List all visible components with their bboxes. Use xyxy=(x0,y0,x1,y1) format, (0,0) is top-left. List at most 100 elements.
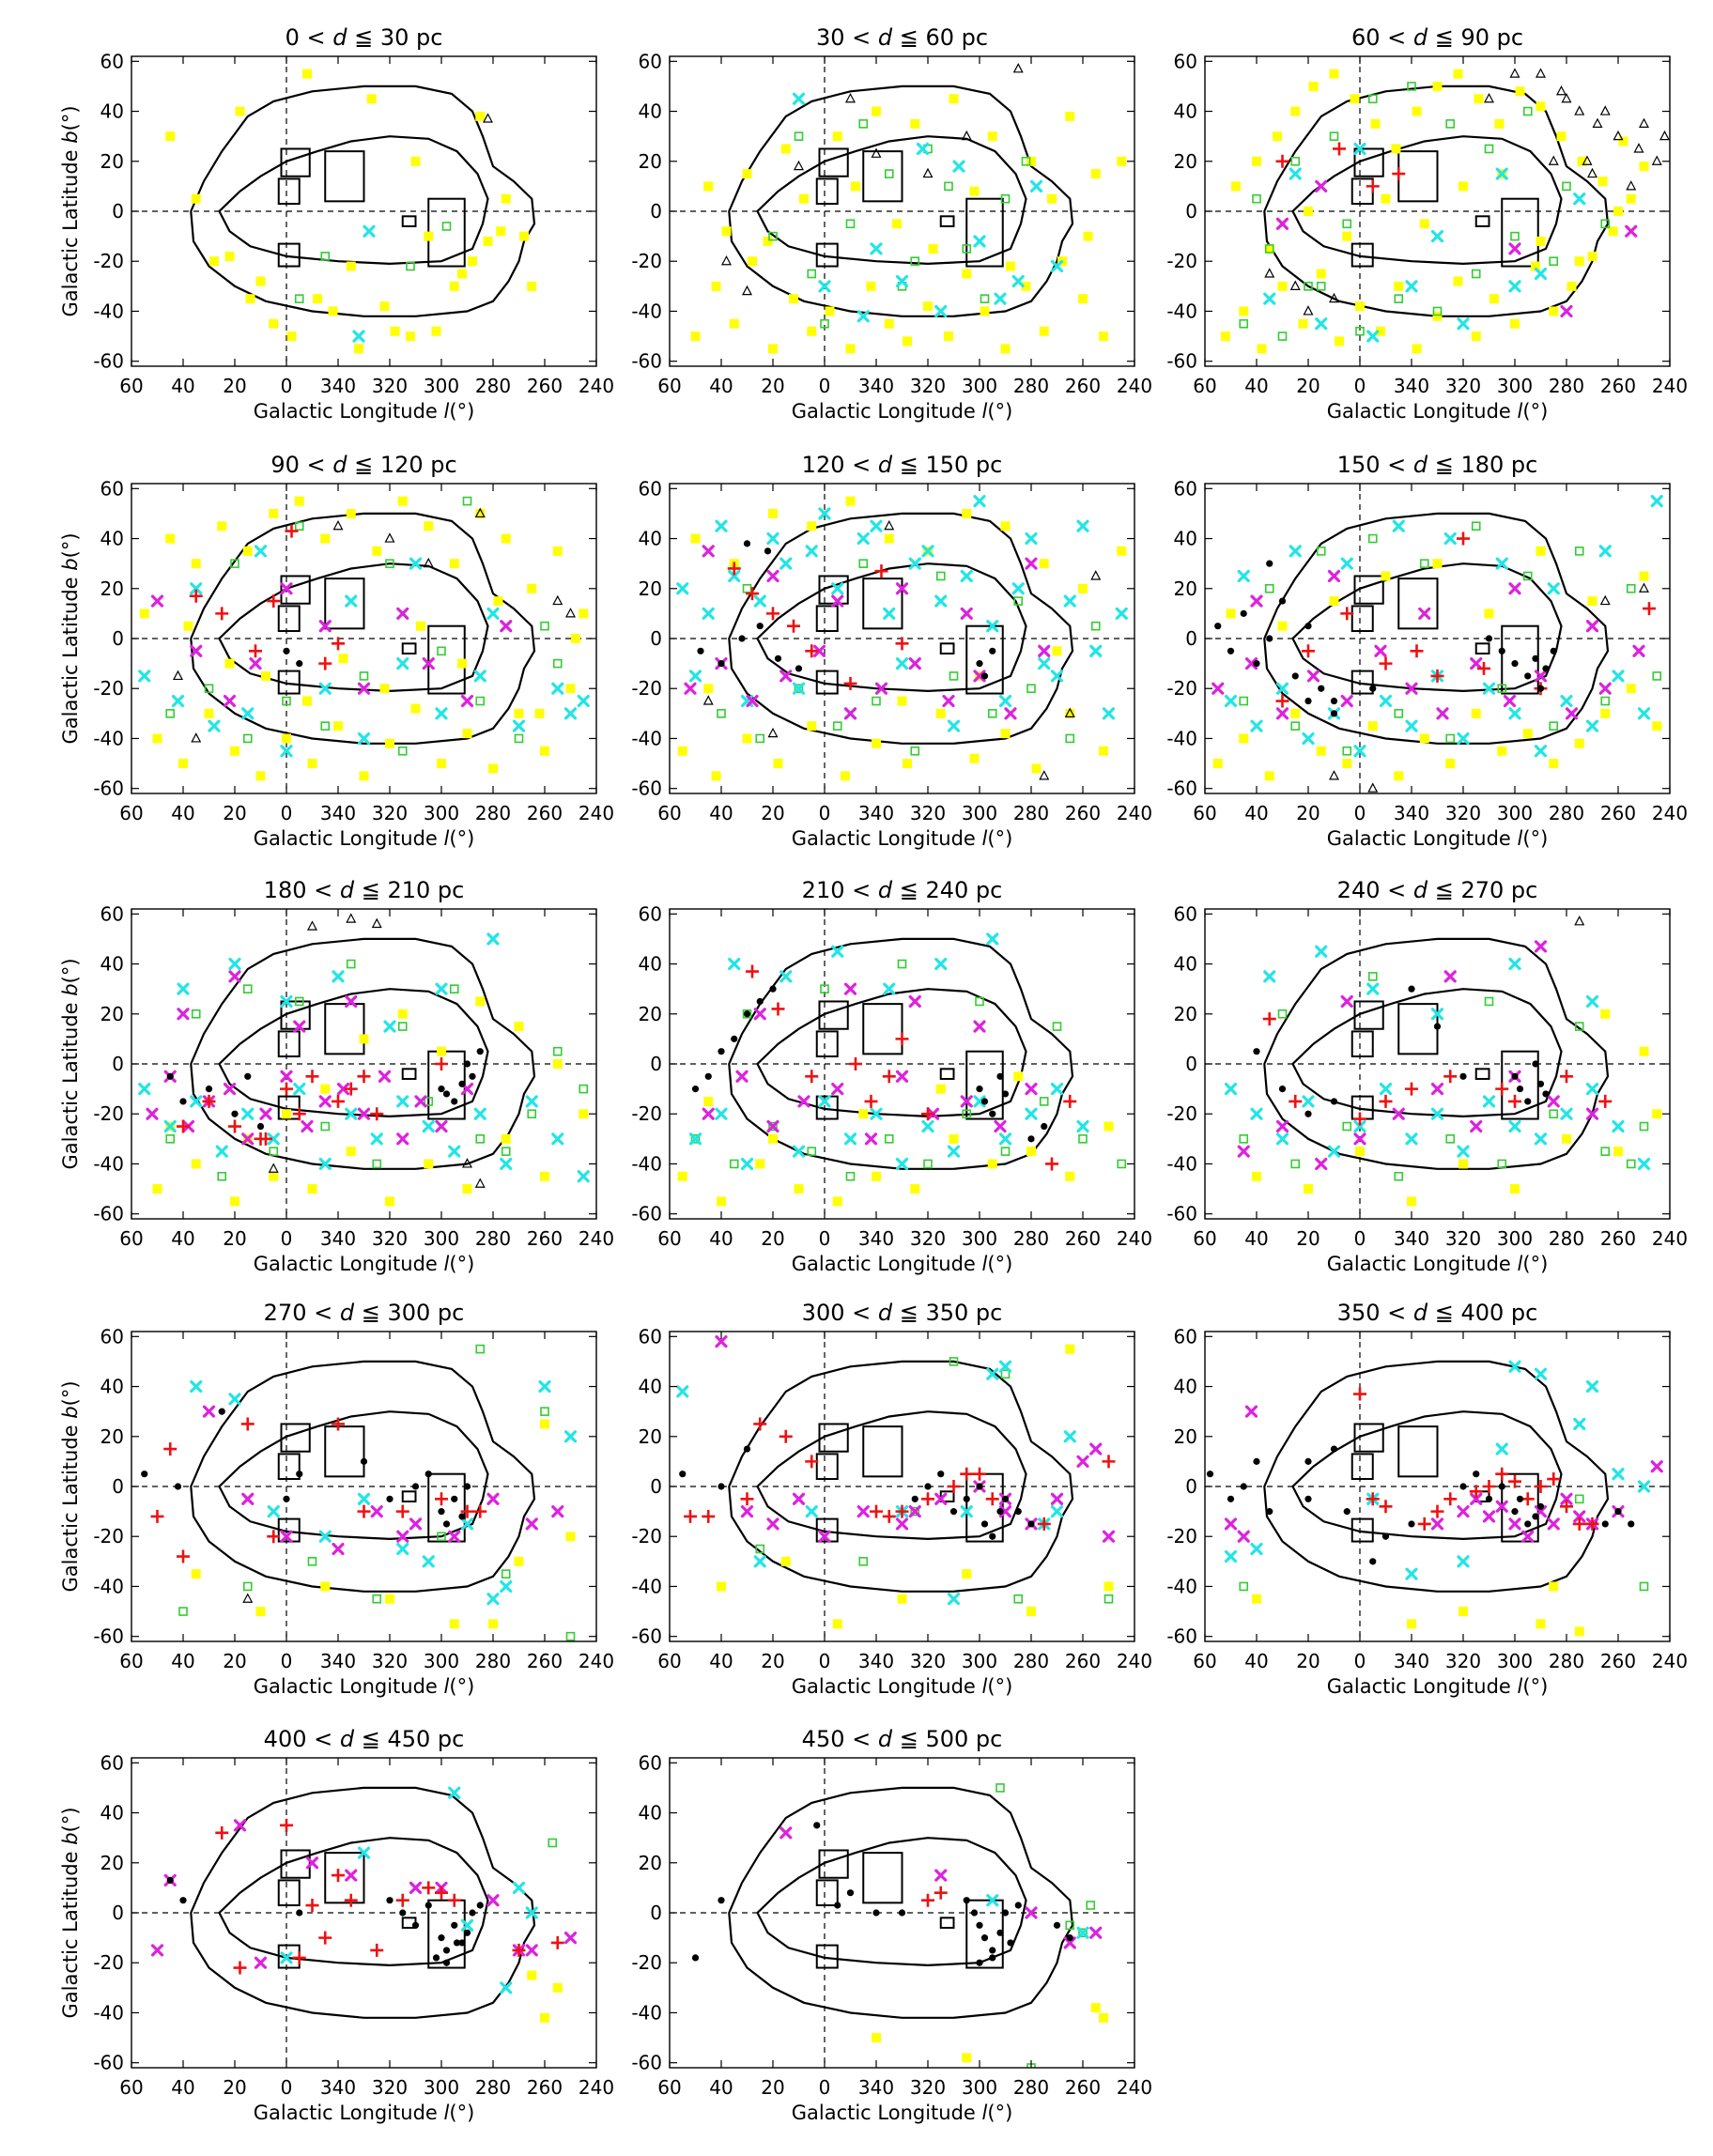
black-dot-point xyxy=(1240,1483,1247,1490)
black-triangle-point xyxy=(552,594,563,606)
panel-title: 450 < d ≦ 500 pc xyxy=(802,1726,1003,1752)
black-triangle-point xyxy=(1561,92,1572,103)
yellow-square-point xyxy=(385,1196,394,1207)
region-box xyxy=(324,150,365,203)
red-plus-point xyxy=(422,1881,436,1895)
red-plus-point xyxy=(1379,1500,1393,1514)
yellow-square-point xyxy=(1355,1147,1365,1157)
cyan-cross-point xyxy=(1612,1119,1625,1133)
cyan-cross-point xyxy=(895,274,909,288)
magenta-cross-point xyxy=(190,644,203,657)
black-dot-point xyxy=(989,1947,996,1954)
x-tick-label: 260 xyxy=(1600,1650,1636,1672)
yellow-square-point xyxy=(1239,733,1249,744)
yellow-square-point xyxy=(1626,193,1636,204)
black-dot-point xyxy=(218,1408,225,1415)
y-tick-label: -60 xyxy=(93,778,124,800)
yellow-square-point xyxy=(1103,1581,1114,1592)
black-dot-point xyxy=(1532,1060,1539,1068)
green-square-point xyxy=(858,559,869,568)
black-dot-point xyxy=(451,1495,458,1502)
cyan-cross-point xyxy=(1102,707,1116,720)
yellow-square-point xyxy=(579,608,589,619)
magenta-cross-point xyxy=(1089,1442,1103,1455)
cyan-cross-point xyxy=(766,531,779,546)
inner-contour xyxy=(756,135,1027,266)
red-plus-point xyxy=(280,1818,293,1832)
yellow-square-point xyxy=(204,708,214,718)
magenta-cross-point xyxy=(740,1505,754,1518)
cyan-cross-point xyxy=(280,745,293,758)
cyan-cross-point xyxy=(818,1095,831,1108)
x-tick-label: 60 xyxy=(657,1227,681,1250)
magenta-cross-point xyxy=(874,682,888,695)
yellow-square-point xyxy=(1562,1133,1571,1144)
red-plus-point xyxy=(1508,1094,1521,1108)
cyan-cross-point xyxy=(818,280,831,293)
cyan-cross-point xyxy=(1637,1157,1651,1171)
magenta-cross-point xyxy=(241,1132,255,1146)
yellow-square-point xyxy=(540,746,549,756)
yellow-square-point xyxy=(1376,326,1385,336)
x-tick-label: 240 xyxy=(1117,2076,1152,2099)
magenta-cross-point xyxy=(1063,1936,1076,1949)
green-square-point xyxy=(269,1147,279,1156)
green-square-point xyxy=(1239,696,1249,706)
green-square-point xyxy=(501,1147,511,1156)
x-tick-label: 300 xyxy=(424,1227,459,1250)
green-square-point xyxy=(1419,559,1429,568)
y-tick-label: 40 xyxy=(1174,100,1197,123)
cyan-cross-point xyxy=(779,557,793,570)
y-tick-label: -40 xyxy=(93,1575,124,1597)
cyan-cross-point xyxy=(241,707,255,720)
yellow-square-point xyxy=(1613,207,1623,216)
y-tick-label: -60 xyxy=(1166,1625,1197,1648)
region-box xyxy=(1397,1425,1439,1478)
black-dot-point xyxy=(980,1520,989,1528)
inner-contour xyxy=(218,562,489,693)
red-plus-point xyxy=(1275,694,1289,708)
yellow-square-point xyxy=(884,533,894,544)
black-dot-point xyxy=(1516,1086,1524,1093)
black-triangle-point xyxy=(474,507,486,518)
magenta-cross-point xyxy=(1495,1500,1508,1513)
magenta-cross-point xyxy=(895,1517,909,1531)
outer-contour xyxy=(728,85,1074,317)
black-dot-point xyxy=(283,647,290,654)
green-square-point xyxy=(346,959,356,969)
region-box xyxy=(280,147,311,177)
green-square-point xyxy=(1626,583,1636,593)
cyan-cross-point xyxy=(577,1170,590,1183)
yellow-square-point xyxy=(910,118,920,129)
green-square-point xyxy=(217,1171,227,1181)
yellow-square-point xyxy=(1000,521,1011,531)
red-plus-point xyxy=(240,1417,255,1431)
y-tick-label: 60 xyxy=(100,1751,124,1774)
magenta-cross-point xyxy=(1565,707,1579,720)
black-dot-point xyxy=(1536,1502,1545,1510)
y-tick-label: 20 xyxy=(100,1003,124,1025)
black-triangle-point xyxy=(1582,155,1593,165)
yellow-square-point xyxy=(1566,281,1577,291)
region-box xyxy=(815,1517,839,1543)
cyan-cross-point xyxy=(1495,1442,1508,1455)
green-square-point xyxy=(372,1594,382,1604)
yellow-square-point xyxy=(858,1109,869,1119)
panel-title: 90 < d ≦ 120 pc xyxy=(270,452,456,478)
cyan-cross-point xyxy=(688,1132,702,1146)
yellow-square-point xyxy=(457,269,467,279)
cyan-cross-point xyxy=(345,594,358,608)
black-dot-point xyxy=(476,1048,484,1055)
cyan-cross-point xyxy=(1263,970,1276,983)
magenta-cross-point xyxy=(525,1944,538,1957)
x-tick-label: 60 xyxy=(119,1650,143,1672)
yellow-square-point xyxy=(416,621,425,631)
x-tick-label: 280 xyxy=(1549,1227,1584,1250)
yellow-square-point xyxy=(1536,546,1546,556)
yellow-square-point xyxy=(235,106,245,116)
red-plus-point xyxy=(512,1943,526,1957)
green-square-point xyxy=(1394,709,1404,718)
red-plus-point xyxy=(332,637,345,651)
yellow-square-point xyxy=(962,269,972,279)
